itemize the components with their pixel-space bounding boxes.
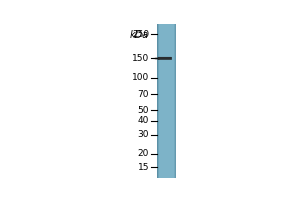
Bar: [161, 24, 162, 178]
Text: 40: 40: [138, 116, 149, 125]
Bar: [156, 57, 158, 60]
Bar: [169, 24, 170, 178]
Text: 20: 20: [138, 149, 149, 158]
Text: kDa: kDa: [130, 30, 149, 40]
Bar: [158, 24, 159, 178]
Bar: [168, 24, 169, 178]
Bar: [173, 24, 174, 178]
Text: 15: 15: [138, 163, 149, 172]
Bar: [164, 24, 165, 178]
Bar: [172, 24, 173, 178]
Bar: [158, 57, 160, 60]
Bar: [168, 24, 169, 178]
Bar: [173, 24, 174, 178]
Bar: [158, 24, 159, 178]
Bar: [157, 24, 158, 178]
Bar: [172, 24, 173, 178]
Bar: [174, 24, 175, 178]
Bar: [162, 24, 163, 178]
Bar: [166, 24, 167, 178]
Text: 150: 150: [132, 54, 149, 63]
Bar: [163, 24, 164, 178]
Bar: [163, 24, 164, 178]
Bar: [167, 24, 168, 178]
Bar: [170, 24, 171, 178]
Bar: [160, 24, 161, 178]
Bar: [155, 57, 156, 60]
FancyBboxPatch shape: [158, 57, 172, 60]
Bar: [158, 57, 159, 60]
Bar: [154, 57, 155, 60]
Bar: [167, 24, 168, 178]
Text: 50: 50: [138, 106, 149, 115]
Text: 30: 30: [138, 130, 149, 139]
Text: 100: 100: [132, 73, 149, 82]
Bar: [153, 57, 154, 60]
Text: 250: 250: [132, 30, 149, 39]
Bar: [159, 24, 160, 178]
Bar: [164, 24, 165, 178]
Bar: [175, 24, 176, 178]
Bar: [165, 24, 166, 178]
Bar: [174, 24, 175, 178]
Bar: [155, 57, 157, 60]
Text: 70: 70: [138, 90, 149, 99]
Bar: [171, 24, 172, 178]
Bar: [160, 24, 161, 178]
Bar: [159, 24, 160, 178]
Bar: [165, 24, 166, 178]
Bar: [157, 57, 158, 60]
Bar: [169, 24, 170, 178]
